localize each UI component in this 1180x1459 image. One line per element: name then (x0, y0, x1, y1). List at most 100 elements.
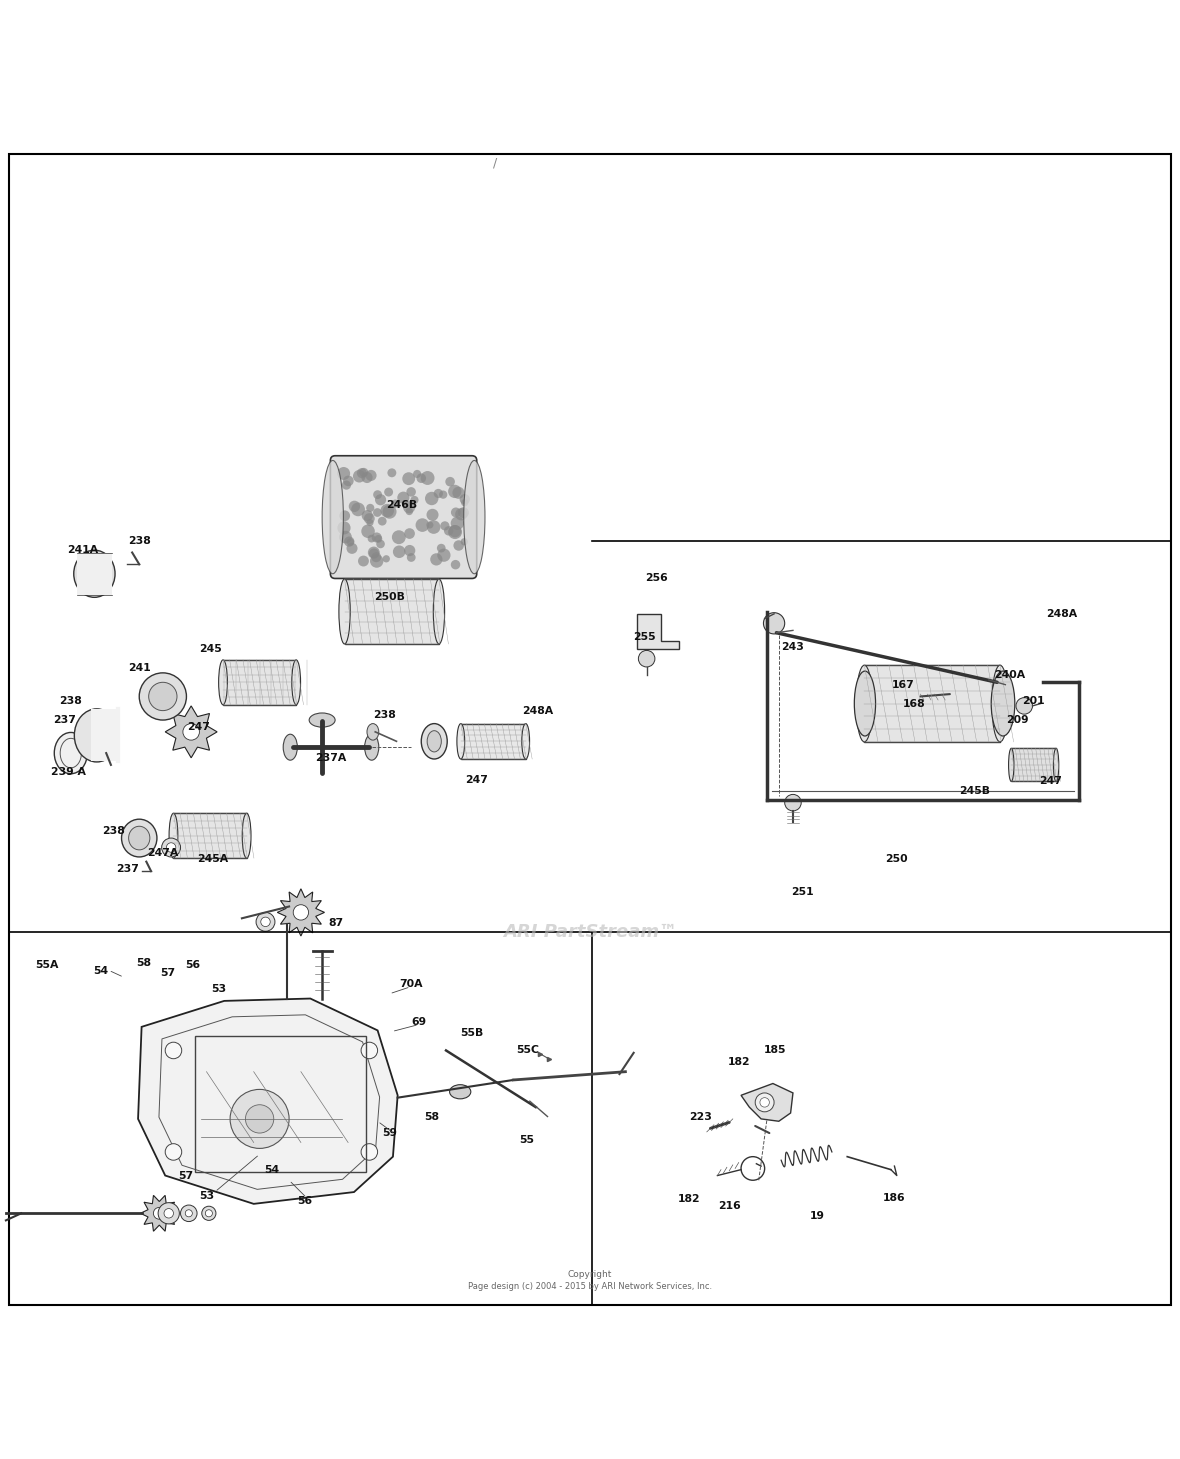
Circle shape (342, 480, 350, 490)
Circle shape (165, 1144, 182, 1160)
Circle shape (363, 514, 375, 524)
Bar (864, 665, 999, 741)
Circle shape (380, 503, 394, 518)
Text: 53: 53 (211, 985, 225, 994)
Ellipse shape (464, 461, 485, 573)
FancyBboxPatch shape (330, 455, 477, 578)
Circle shape (371, 554, 384, 568)
Text: 237: 237 (53, 715, 77, 725)
Circle shape (369, 549, 379, 559)
Circle shape (362, 511, 373, 521)
Text: /: / (493, 156, 498, 169)
Circle shape (451, 516, 464, 530)
Circle shape (368, 547, 380, 559)
Circle shape (444, 527, 453, 535)
Circle shape (366, 503, 374, 512)
Ellipse shape (433, 579, 445, 643)
Text: 55: 55 (519, 1135, 533, 1145)
Circle shape (347, 538, 354, 546)
Circle shape (459, 495, 470, 505)
Circle shape (162, 837, 181, 856)
Text: 238: 238 (101, 826, 125, 836)
Text: 55A: 55A (35, 960, 59, 970)
Circle shape (440, 521, 450, 531)
Text: 186: 186 (883, 1193, 906, 1204)
Ellipse shape (365, 734, 379, 760)
Ellipse shape (427, 731, 441, 751)
Circle shape (385, 487, 393, 496)
Bar (223, 659, 296, 705)
Circle shape (293, 905, 309, 921)
Text: 209: 209 (1005, 715, 1029, 725)
Circle shape (349, 500, 360, 512)
Circle shape (392, 530, 406, 544)
Circle shape (448, 484, 461, 498)
Ellipse shape (122, 818, 157, 856)
Ellipse shape (1009, 748, 1014, 782)
Circle shape (373, 508, 382, 516)
Circle shape (361, 471, 373, 483)
Bar (173, 813, 247, 858)
Ellipse shape (367, 724, 379, 740)
Circle shape (345, 537, 354, 547)
Text: ARI PartStream™: ARI PartStream™ (503, 924, 677, 941)
Text: 243: 243 (781, 642, 805, 652)
Circle shape (1016, 697, 1032, 713)
Circle shape (437, 544, 446, 553)
Circle shape (361, 1042, 378, 1059)
Circle shape (367, 519, 374, 527)
Text: 56: 56 (297, 1196, 312, 1207)
Circle shape (448, 525, 463, 538)
Circle shape (164, 1208, 173, 1218)
Text: 201: 201 (1022, 696, 1045, 706)
Circle shape (339, 531, 352, 543)
Text: 247A: 247A (148, 848, 178, 858)
Circle shape (405, 528, 415, 538)
Text: 57: 57 (178, 1170, 192, 1180)
Text: 237A: 237A (315, 753, 346, 763)
Circle shape (375, 495, 386, 505)
Text: 223: 223 (689, 1112, 713, 1122)
Circle shape (455, 508, 467, 521)
Ellipse shape (339, 579, 350, 643)
Circle shape (373, 490, 382, 499)
Text: 238: 238 (373, 711, 396, 721)
Bar (195, 1036, 366, 1172)
Text: 237: 237 (116, 864, 139, 874)
Circle shape (417, 473, 426, 483)
Text: 250B: 250B (374, 592, 405, 603)
Ellipse shape (283, 734, 297, 760)
Circle shape (183, 724, 199, 740)
Circle shape (445, 477, 455, 486)
Text: 55B: 55B (460, 1027, 484, 1037)
Ellipse shape (450, 1084, 471, 1099)
Circle shape (434, 489, 442, 498)
Ellipse shape (73, 550, 116, 597)
Circle shape (398, 492, 409, 503)
Text: 245A: 245A (197, 855, 228, 864)
Text: 54: 54 (264, 1164, 278, 1174)
Circle shape (402, 473, 415, 484)
Text: 168: 168 (903, 699, 926, 709)
Circle shape (451, 560, 460, 569)
Circle shape (453, 540, 464, 550)
Circle shape (460, 538, 468, 546)
Text: 53: 53 (199, 1191, 214, 1201)
Ellipse shape (421, 724, 447, 759)
Text: 185: 185 (763, 1046, 787, 1055)
Text: 256: 256 (644, 573, 668, 584)
Text: 240A: 240A (995, 670, 1025, 680)
Circle shape (438, 549, 451, 562)
Circle shape (205, 1210, 212, 1217)
Text: 182: 182 (677, 1193, 701, 1204)
Ellipse shape (74, 709, 119, 762)
Ellipse shape (291, 659, 301, 705)
Text: 241A: 241A (67, 546, 98, 554)
Text: 239 A: 239 A (51, 767, 86, 778)
Circle shape (391, 499, 399, 508)
Text: 248A: 248A (1047, 608, 1077, 619)
Circle shape (420, 471, 434, 484)
Text: 247: 247 (1038, 776, 1062, 786)
Circle shape (413, 470, 421, 479)
Circle shape (343, 476, 354, 486)
